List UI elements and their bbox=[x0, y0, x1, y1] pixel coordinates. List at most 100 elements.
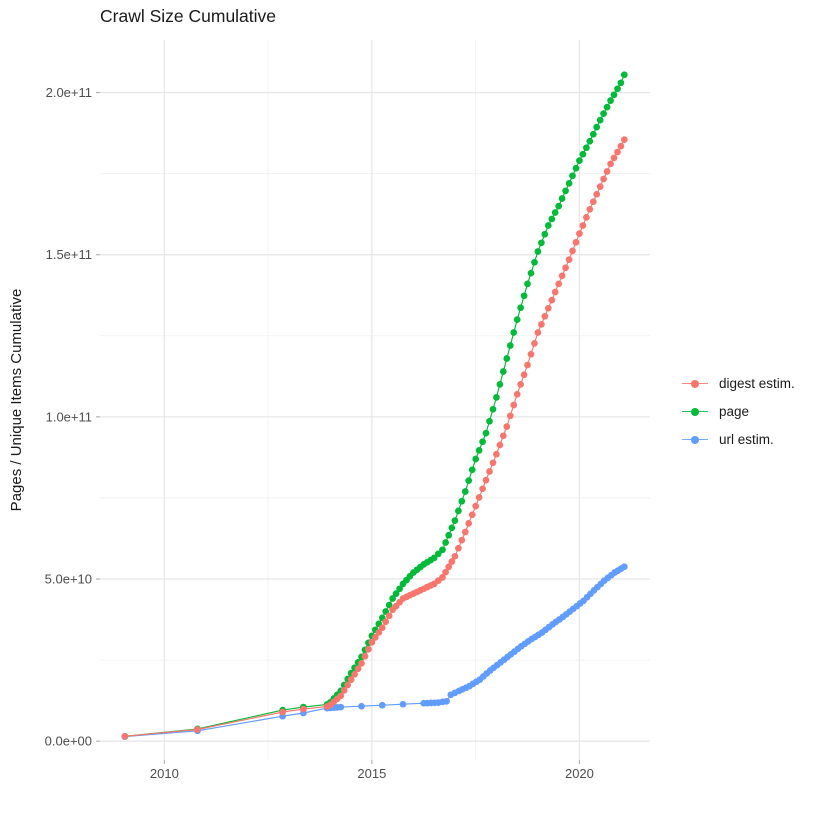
data-point-page bbox=[439, 546, 446, 554]
data-point-digestestim bbox=[583, 214, 590, 221]
data-point-page bbox=[551, 209, 559, 216]
data-point-page bbox=[389, 595, 396, 602]
legend-label: digest estim. bbox=[719, 376, 795, 391]
data-point-page bbox=[562, 187, 569, 195]
data-point-urlestim bbox=[443, 697, 450, 705]
x-tick-label: 2015 bbox=[357, 766, 386, 781]
data-point-page bbox=[548, 215, 556, 223]
data-point-page bbox=[482, 429, 490, 437]
data-point-digestestim bbox=[486, 468, 493, 475]
data-point-page bbox=[503, 355, 511, 362]
data-point-digestestim bbox=[382, 618, 390, 626]
data-point-digestestim bbox=[445, 563, 453, 571]
legend-item: url estim. bbox=[682, 432, 795, 447]
data-point-digestestim bbox=[279, 708, 286, 716]
data-point-page bbox=[486, 417, 493, 425]
data-point-digestestim bbox=[385, 612, 393, 620]
legend-label: page bbox=[719, 404, 750, 419]
data-point-digestestim bbox=[527, 350, 535, 358]
data-point-digestestim bbox=[579, 222, 587, 229]
data-point-digestestim bbox=[499, 432, 507, 440]
data-point-page bbox=[468, 466, 476, 474]
data-point-page bbox=[513, 316, 521, 323]
data-point-page bbox=[451, 517, 459, 524]
data-point-digestestim bbox=[340, 687, 348, 694]
data-point-page bbox=[520, 292, 528, 300]
series-line-digestestim bbox=[124, 139, 625, 737]
data-point-digestestim bbox=[368, 638, 376, 646]
data-point-page bbox=[445, 531, 453, 539]
data-point-digestestim bbox=[555, 280, 563, 288]
y-tick-label: 0.0e+00 bbox=[45, 734, 92, 749]
data-point-page bbox=[479, 438, 486, 446]
data-point-page bbox=[586, 137, 594, 145]
data-point-page bbox=[607, 97, 614, 104]
data-point-page bbox=[455, 507, 462, 515]
data-point-page bbox=[430, 554, 438, 562]
data-point-digestestim bbox=[607, 160, 614, 168]
y-tick-label: 1.5e+11 bbox=[46, 247, 92, 262]
data-point-page bbox=[541, 230, 549, 238]
data-point-digestestim bbox=[541, 312, 549, 320]
data-point-digestestim bbox=[479, 485, 486, 493]
data-point-digestestim bbox=[121, 732, 129, 740]
data-point-digestestim bbox=[375, 629, 383, 636]
data-point-digestestim bbox=[603, 168, 611, 175]
data-point-digestestim bbox=[572, 238, 580, 246]
data-point-page bbox=[499, 368, 507, 375]
data-point-digestestim bbox=[475, 494, 483, 501]
data-point-page bbox=[614, 85, 621, 93]
data-point-digestestim bbox=[351, 670, 358, 678]
data-point-digestestim bbox=[458, 536, 466, 544]
data-point-page bbox=[572, 164, 580, 172]
data-point-page bbox=[475, 447, 483, 454]
data-point-page bbox=[538, 239, 545, 247]
data-point-digestestim bbox=[455, 544, 462, 552]
data-point-digestestim bbox=[358, 660, 365, 667]
data-point-page bbox=[534, 248, 542, 255]
x-tick-label: 2020 bbox=[565, 766, 594, 781]
data-point-digestestim bbox=[617, 142, 625, 150]
data-point-digestestim bbox=[562, 264, 569, 272]
x-tick-label: 2010 bbox=[150, 766, 179, 781]
data-point-digestestim bbox=[194, 726, 201, 733]
data-point-page bbox=[531, 258, 538, 266]
data-point-digestestim bbox=[551, 288, 559, 296]
legend-key-icon bbox=[682, 433, 708, 447]
data-point-page bbox=[600, 110, 607, 117]
data-point-digestestim bbox=[569, 247, 576, 255]
y-tick-label: 5.0e+10 bbox=[45, 572, 92, 587]
legend-key-icon bbox=[682, 405, 708, 419]
data-point-digestestim bbox=[586, 205, 594, 213]
data-point-page bbox=[555, 202, 563, 210]
legend-item: page bbox=[682, 404, 795, 419]
data-point-digestestim bbox=[468, 511, 476, 519]
data-point-page bbox=[458, 497, 466, 505]
data-point-page bbox=[544, 222, 552, 229]
data-point-digestestim bbox=[489, 459, 497, 467]
data-point-digestestim bbox=[503, 423, 511, 430]
data-point-digestestim bbox=[461, 528, 469, 536]
data-point-digestestim bbox=[589, 198, 597, 206]
data-point-page bbox=[593, 123, 601, 131]
data-point-urlestim bbox=[399, 700, 407, 708]
data-point-digestestim bbox=[558, 272, 566, 280]
data-point-digestestim bbox=[513, 390, 521, 398]
data-point-page bbox=[392, 590, 400, 597]
data-point-page bbox=[558, 195, 566, 202]
data-point-digestestim bbox=[300, 705, 307, 713]
data-point-page bbox=[442, 539, 449, 546]
data-point-page bbox=[472, 455, 480, 463]
data-point-digestestim bbox=[347, 676, 355, 683]
data-point-digestestim bbox=[365, 645, 372, 653]
data-point-page bbox=[434, 550, 442, 558]
data-point-page bbox=[610, 91, 618, 99]
data-point-digestestim bbox=[371, 634, 379, 641]
data-point-page bbox=[583, 144, 590, 152]
legend-dot-icon bbox=[691, 379, 699, 388]
y-tick-label: 1.0e+11 bbox=[46, 409, 92, 424]
data-point-digestestim bbox=[538, 321, 545, 328]
data-point-page bbox=[617, 79, 625, 87]
data-point-digestestim bbox=[517, 381, 524, 388]
